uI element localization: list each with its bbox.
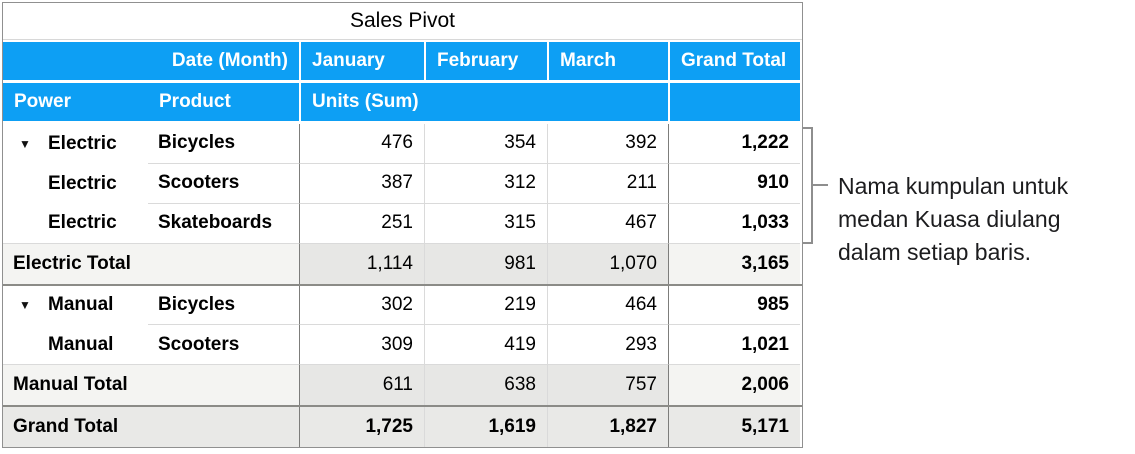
pivot-row: ▼ Manual Bicycles 302 219 464 985: [3, 285, 802, 326]
pivot-row: Manual Scooters 309 419 293 1,021: [3, 325, 802, 366]
power-cell[interactable]: Manual: [3, 325, 148, 366]
subtotal-label-cell[interactable]: Electric Total: [3, 243, 299, 284]
product-cell[interactable]: Skateboards: [148, 203, 299, 244]
grand-total-row: Grand Total 1,725 1,619 1,827 5,171: [3, 407, 802, 447]
values-field-header-cell[interactable]: Units (Sum): [299, 83, 668, 121]
power-field-header-cell[interactable]: Power: [3, 83, 148, 121]
value-cell[interactable]: 981: [424, 243, 547, 284]
row-total-cell[interactable]: 1,222: [668, 124, 800, 164]
power-cell[interactable]: Electric: [3, 203, 148, 244]
annotation-line: Nama kumpulan untuk: [838, 173, 1069, 199]
pivot-row: ▼ Electric Bicycles 476 354 392 1,222: [3, 124, 802, 164]
value-cell[interactable]: 354: [424, 124, 547, 164]
product-cell[interactable]: Scooters: [148, 325, 299, 366]
annotation-line: medan Kuasa diulang: [838, 206, 1061, 232]
product-cell[interactable]: Bicycles: [148, 285, 299, 326]
disclosure-triangle-icon[interactable]: ▼: [19, 136, 31, 151]
column-header-grand-total[interactable]: Grand Total: [668, 42, 800, 80]
column-header-february[interactable]: February: [424, 42, 547, 80]
value-cell[interactable]: 467: [547, 203, 668, 244]
table-title: Sales Pivot: [349, 9, 456, 32]
value-cell[interactable]: 1,827: [547, 407, 668, 447]
product-cell[interactable]: Bicycles: [148, 124, 299, 164]
annotation-bracket-tick: [813, 184, 828, 186]
power-cell[interactable]: Electric: [3, 163, 148, 204]
value-cell[interactable]: 211: [547, 163, 668, 204]
power-group-label: Manual: [48, 294, 114, 316]
column-header-march[interactable]: March: [547, 42, 668, 80]
value-cell[interactable]: 464: [547, 285, 668, 326]
value-cell[interactable]: 1,619: [424, 407, 547, 447]
value-cell[interactable]: 757: [547, 365, 668, 406]
value-cell[interactable]: 638: [424, 365, 547, 406]
row-total-cell[interactable]: 2,006: [668, 365, 800, 406]
value-cell[interactable]: 315: [424, 203, 547, 244]
grand-total-label-cell[interactable]: Grand Total: [3, 407, 299, 447]
annotation-callout: Nama kumpulan untuk medan Kuasa diulang …: [838, 170, 1134, 269]
field-header-row: Power Product Units (Sum): [3, 83, 802, 121]
value-cell[interactable]: 1,725: [299, 407, 424, 447]
power-group-label: Electric: [48, 212, 117, 234]
value-cell[interactable]: 309: [299, 325, 424, 366]
value-cell[interactable]: 1,070: [547, 243, 668, 284]
value-cell[interactable]: 392: [547, 124, 668, 164]
pivot-table: Sales Pivot Date (Month) January Februar…: [2, 2, 803, 448]
power-cell[interactable]: ▼ Manual: [3, 285, 148, 326]
row-total-cell[interactable]: 5,171: [668, 407, 800, 447]
power-cell[interactable]: ▼ Electric: [3, 124, 148, 164]
column-header-row: Date (Month) January February March Gran…: [3, 42, 802, 80]
grand-total-header-empty-cell[interactable]: [668, 83, 800, 121]
pivot-data-rows: ▼ Electric Bicycles 476 354 392 1,222 Electric S…: [3, 124, 802, 447]
value-cell[interactable]: 611: [299, 365, 424, 406]
value-cell[interactable]: 293: [547, 325, 668, 366]
table-title-cell[interactable]: Sales Pivot: [3, 3, 802, 40]
value-cell[interactable]: 251: [299, 203, 424, 244]
pivot-row: Electric Skateboards 251 315 467 1,033: [3, 203, 802, 244]
subtotal-label-cell[interactable]: Manual Total: [3, 365, 299, 406]
subtotal-row: Manual Total 611 638 757 2,006: [3, 365, 802, 408]
value-cell[interactable]: 302: [299, 285, 424, 326]
subtotal-row: Electric Total 1,114 981 1,070 3,165: [3, 243, 802, 286]
value-cell[interactable]: 476: [299, 124, 424, 164]
date-month-field-cell[interactable]: Date (Month): [3, 42, 299, 80]
value-cell[interactable]: 219: [424, 285, 547, 326]
row-total-cell[interactable]: 1,033: [668, 203, 800, 244]
value-cell[interactable]: 1,114: [299, 243, 424, 284]
power-group-label: Electric: [48, 172, 117, 194]
column-header-january[interactable]: January: [299, 42, 424, 80]
annotation-bracket: [803, 127, 813, 244]
power-group-label: Manual: [48, 333, 114, 355]
pivot-row: Electric Scooters 387 312 211 910: [3, 163, 802, 204]
row-total-cell[interactable]: 985: [668, 285, 800, 326]
power-group-label: Electric: [48, 132, 117, 154]
value-cell[interactable]: 419: [424, 325, 547, 366]
row-total-cell[interactable]: 3,165: [668, 243, 800, 284]
annotation-line: dalam setiap baris.: [838, 239, 1032, 265]
disclosure-triangle-icon[interactable]: ▼: [19, 298, 31, 313]
value-cell[interactable]: 387: [299, 163, 424, 204]
value-cell[interactable]: 312: [424, 163, 547, 204]
row-total-cell[interactable]: 910: [668, 163, 800, 204]
product-field-header-cell[interactable]: Product: [148, 83, 299, 121]
row-total-cell[interactable]: 1,021: [668, 325, 800, 366]
product-cell[interactable]: Scooters: [148, 163, 299, 204]
